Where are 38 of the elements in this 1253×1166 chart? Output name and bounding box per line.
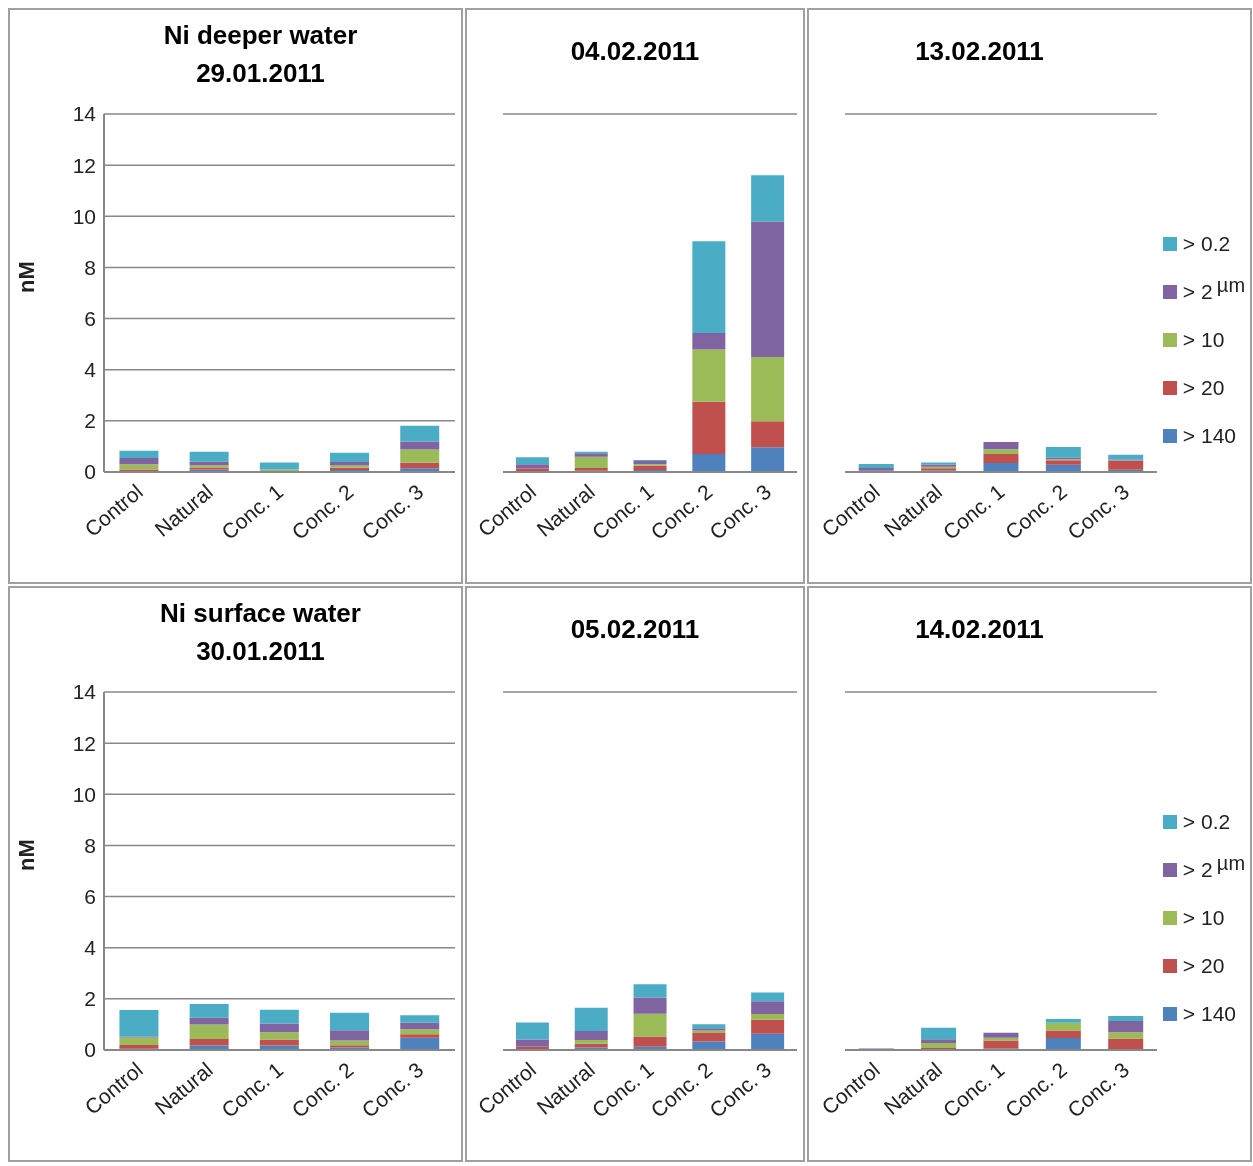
chart-title: Ni deeper water bbox=[162, 19, 359, 52]
legend-title: µm bbox=[1216, 274, 1246, 297]
legend-label: > 20 bbox=[1182, 376, 1225, 400]
chart-subtitle: 30.01.2011 bbox=[195, 635, 326, 668]
chart-subtitle: 29.01.2011 bbox=[195, 57, 326, 90]
y-tick-label: 4 bbox=[84, 358, 97, 382]
y-tick-label: 12 bbox=[72, 153, 96, 177]
y-tick-label: 6 bbox=[84, 307, 96, 331]
y-tick-label: 0 bbox=[84, 1038, 96, 1062]
y-tick-label: 14 bbox=[72, 102, 97, 126]
y-tick-label: 12 bbox=[72, 731, 96, 755]
legend-title: µm bbox=[1216, 852, 1246, 875]
legend-label: > 20 bbox=[1182, 954, 1225, 978]
legend-label: > 140 bbox=[1182, 1002, 1236, 1026]
y-tick-label: 4 bbox=[84, 936, 97, 960]
legend-label: > 140 bbox=[1182, 424, 1236, 448]
y-tick-label: 0 bbox=[84, 460, 96, 484]
y-tick-label: 14 bbox=[72, 680, 97, 704]
y-tick-label: 8 bbox=[84, 255, 96, 279]
y-axis-title: nM bbox=[13, 839, 39, 871]
legend-label: > 10 bbox=[1182, 328, 1225, 352]
chart-title: 13.02.2011 bbox=[914, 35, 1045, 68]
y-tick-label: 2 bbox=[84, 409, 96, 433]
legend-label: > 2 bbox=[1182, 858, 1213, 882]
legend-label: > 0.2 bbox=[1182, 232, 1231, 256]
chart-title: Ni surface water bbox=[159, 597, 362, 630]
y-tick-label: 10 bbox=[72, 204, 96, 228]
y-tick-label: 6 bbox=[84, 885, 96, 909]
chart-title: 05.02.2011 bbox=[569, 613, 701, 646]
chart-title: 14.02.2011 bbox=[914, 613, 1045, 646]
chart-title: 04.02.2011 bbox=[569, 35, 701, 68]
legend-label: > 0.2 bbox=[1182, 810, 1231, 834]
legend-label: > 10 bbox=[1182, 906, 1225, 930]
y-tick-label: 10 bbox=[72, 782, 96, 806]
y-tick-label: 8 bbox=[84, 833, 96, 857]
y-axis-title: nM bbox=[13, 261, 39, 293]
y-tick-label: 2 bbox=[84, 987, 96, 1011]
legend-label: > 2 bbox=[1182, 280, 1213, 304]
